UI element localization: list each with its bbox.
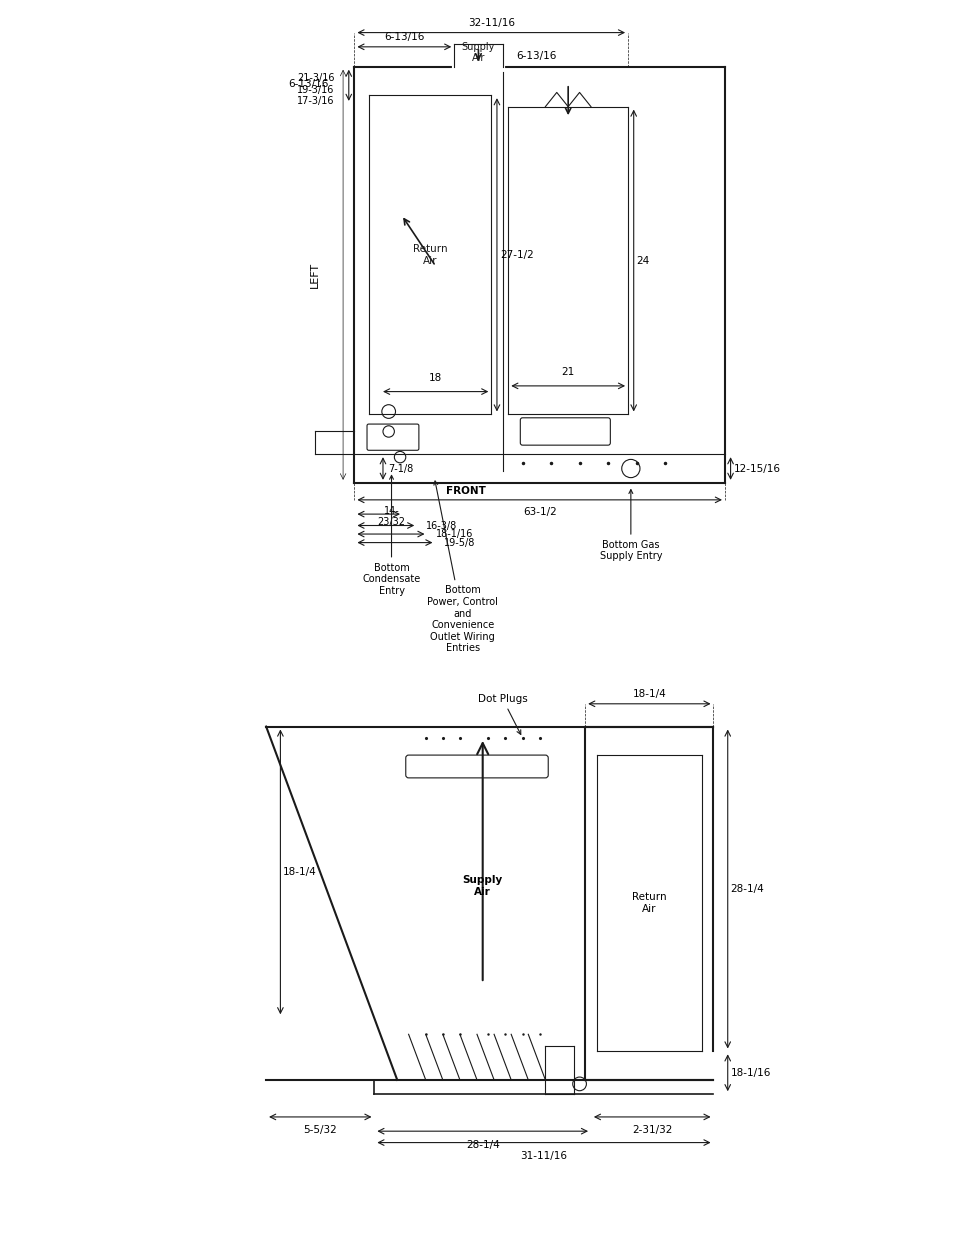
Text: Bottom Gas
Supply Entry: Bottom Gas Supply Entry <box>599 489 661 562</box>
Text: 63-1/2: 63-1/2 <box>522 506 556 516</box>
Text: LEFT: LEFT <box>310 262 319 288</box>
Text: Return
Air: Return Air <box>413 245 447 266</box>
Text: FRONT: FRONT <box>445 487 485 496</box>
Text: 14-
23/32: 14- 23/32 <box>377 505 405 527</box>
Text: 19-3/16: 19-3/16 <box>296 84 335 95</box>
Text: 28-1/4: 28-1/4 <box>730 884 763 894</box>
Text: Bottom
Condensate
Entry: Bottom Condensate Entry <box>362 475 420 595</box>
Text: Supply
Air: Supply Air <box>461 42 495 63</box>
Text: Dot Plugs: Dot Plugs <box>477 694 527 735</box>
Text: 17-3/16: 17-3/16 <box>296 96 335 106</box>
Text: Return
Air: Return Air <box>632 893 666 914</box>
Text: 5-5/32: 5-5/32 <box>303 1125 336 1135</box>
Text: 12-15/16: 12-15/16 <box>733 463 780 473</box>
Text: 18: 18 <box>429 373 442 383</box>
Text: Supply
Air: Supply Air <box>462 876 502 897</box>
Text: 27-1/2: 27-1/2 <box>499 249 533 259</box>
Text: 31-11/16: 31-11/16 <box>520 1151 567 1161</box>
Text: Bottom
Power, Control
and
Convenience
Outlet Wiring
Entries: Bottom Power, Control and Convenience Ou… <box>427 480 497 653</box>
Text: 18-1/4: 18-1/4 <box>632 689 665 699</box>
Text: 28-1/4: 28-1/4 <box>465 1140 499 1150</box>
Text: 32-11/16: 32-11/16 <box>467 19 515 28</box>
Text: 18-1/16: 18-1/16 <box>436 529 473 538</box>
Text: 7-1/8: 7-1/8 <box>388 463 414 473</box>
Text: 24: 24 <box>636 256 649 266</box>
Text: 21: 21 <box>561 367 575 378</box>
Text: 19-5/8: 19-5/8 <box>443 537 475 547</box>
Text: 18-1/4: 18-1/4 <box>283 867 316 877</box>
Text: 6-13/16: 6-13/16 <box>517 51 557 61</box>
Text: 2-31/32: 2-31/32 <box>632 1125 672 1135</box>
Text: 21-3/16: 21-3/16 <box>296 73 335 83</box>
Text: 6-13/16: 6-13/16 <box>384 32 424 42</box>
Text: 18-1/16: 18-1/16 <box>730 1068 770 1078</box>
Text: 6-13/16: 6-13/16 <box>288 79 329 89</box>
Text: 16-3/8: 16-3/8 <box>425 520 456 531</box>
